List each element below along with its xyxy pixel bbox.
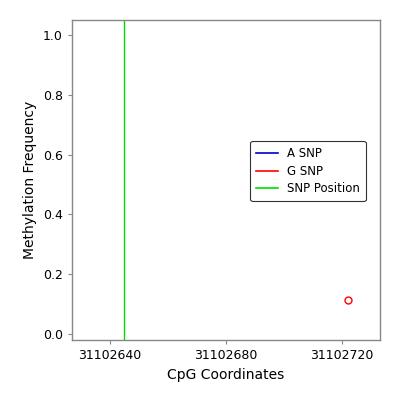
Y-axis label: Methylation Frequency: Methylation Frequency (24, 101, 38, 259)
X-axis label: CpG Coordinates: CpG Coordinates (167, 368, 285, 382)
Legend: A SNP, G SNP, SNP Position: A SNP, G SNP, SNP Position (250, 141, 366, 201)
